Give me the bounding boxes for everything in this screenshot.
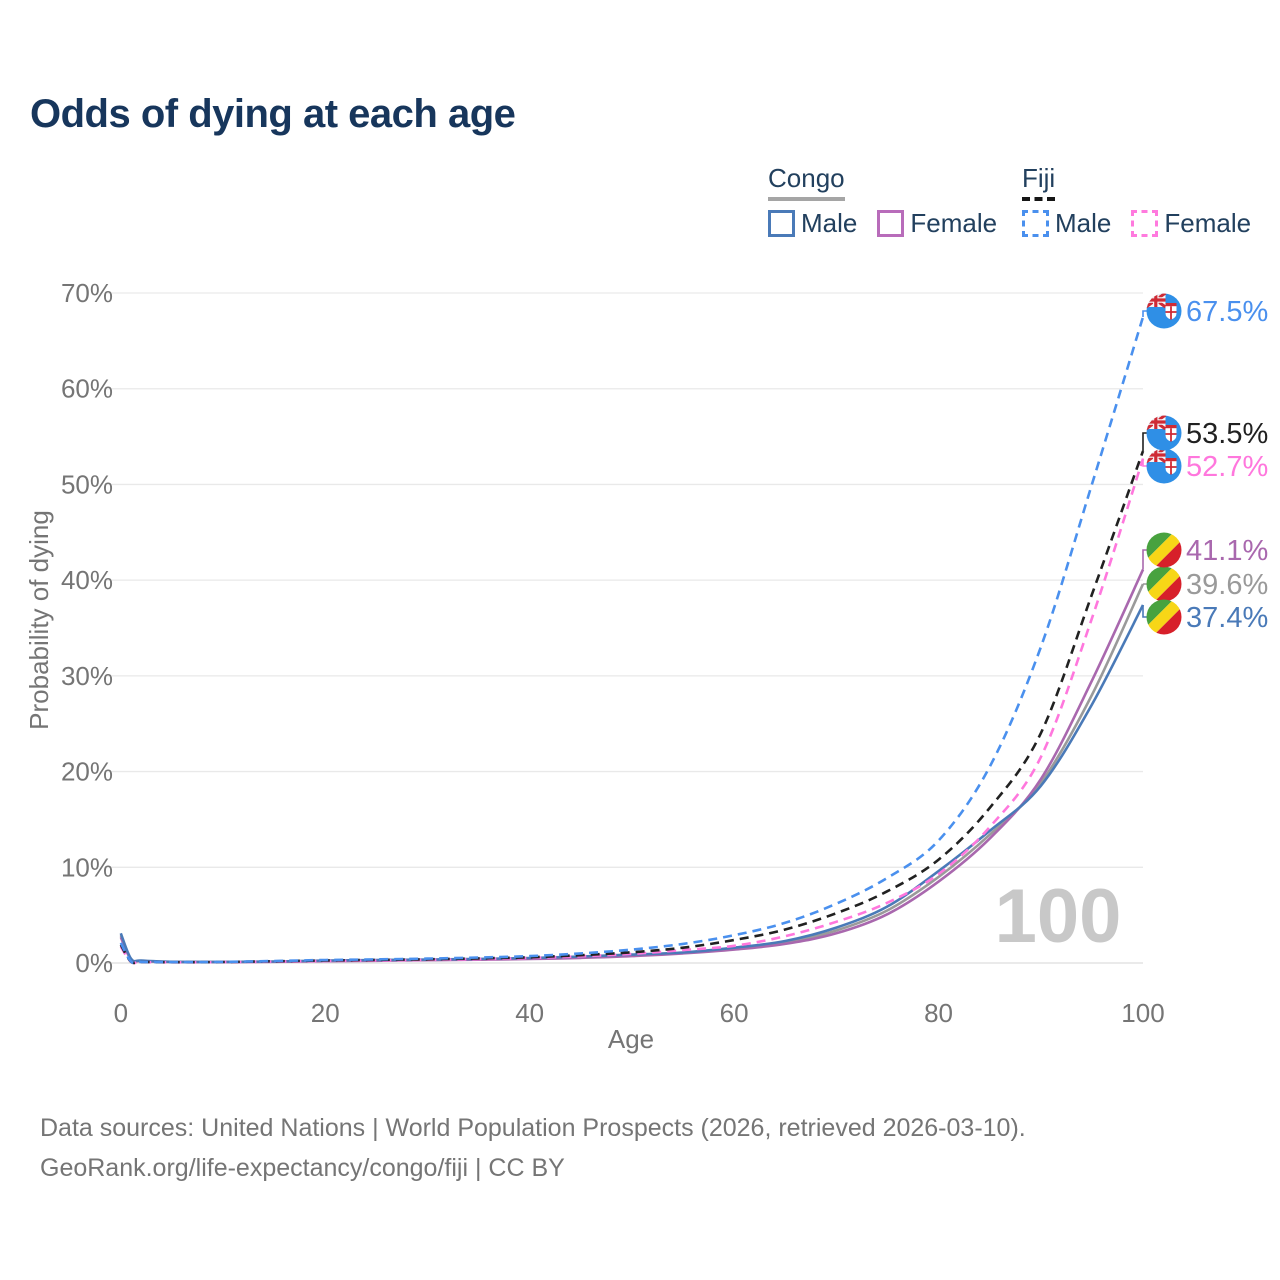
- end-value-label-fiji-male: 67.5%: [1186, 296, 1268, 328]
- congo-female-swatch-icon: [877, 210, 905, 237]
- series-line-fiji-both[interactable]: [119, 450, 1145, 965]
- series-line-congo-male[interactable]: [119, 604, 1145, 964]
- legend-item-fiji-male[interactable]: Male: [1022, 208, 1111, 239]
- end-label-connector: [1142, 310, 1148, 317]
- y-tick-label: 40%: [61, 565, 113, 595]
- fiji-flag-icon: [1146, 415, 1182, 451]
- congo-male-swatch-icon: [768, 210, 795, 237]
- congo-flag-icon: [1146, 532, 1182, 568]
- footer-link-line: GeoRank.org/life-expectancy/congo/fiji |…: [40, 1154, 565, 1182]
- x-tick-label: 60: [720, 998, 749, 1028]
- legend-country-congo: Congo: [768, 163, 845, 201]
- fiji-female-swatch-icon: [1131, 210, 1159, 237]
- y-tick-label: 30%: [61, 661, 113, 691]
- x-axis-title: Age: [608, 1024, 654, 1054]
- end-label-connector: [1142, 549, 1148, 570]
- page-title: Odds of dying at each age: [30, 92, 516, 136]
- end-value-label-congo-female: 41.1%: [1186, 535, 1268, 567]
- x-tick-label: 0: [114, 998, 128, 1028]
- y-axis-title: Probability of dying: [24, 510, 54, 730]
- fiji-flag-icon: [1146, 448, 1182, 484]
- legend-country-fiji: Fiji: [1022, 163, 1056, 201]
- series-line-fiji-male[interactable]: [119, 316, 1145, 965]
- x-tick-label: 80: [924, 998, 953, 1028]
- legend-item-label: Female: [1164, 208, 1252, 238]
- end-value-label-congo-both: 39.6%: [1186, 569, 1268, 601]
- congo-flag-icon: [1146, 566, 1182, 602]
- legend-item-label: Female: [910, 208, 998, 238]
- watermark-age: 100: [995, 874, 1122, 959]
- x-tick-label: 100: [1121, 998, 1164, 1028]
- end-label-connector: [1142, 432, 1148, 451]
- y-tick-label: 50%: [61, 469, 113, 499]
- footer-source-line: Data sources: United Nations | World Pop…: [40, 1114, 1026, 1142]
- end-value-label-fiji-both: 53.5%: [1186, 418, 1268, 450]
- legend-item-congo-female[interactable]: Female: [877, 208, 997, 239]
- y-tick-label: 20%: [61, 757, 113, 787]
- fiji-flag-icon: [1146, 293, 1182, 329]
- legend-group-fiji: Fiji Male Female: [1022, 163, 1271, 239]
- y-tick-label: 10%: [61, 852, 113, 882]
- series-line-fiji-female[interactable]: [119, 458, 1145, 965]
- x-tick-label: 20: [311, 998, 340, 1028]
- y-tick-label: 70%: [61, 278, 113, 308]
- y-tick-label: 0%: [75, 948, 113, 978]
- legend-item-label: Male: [1055, 208, 1112, 238]
- series-line-congo-both[interactable]: [119, 583, 1145, 964]
- end-value-label-fiji-female: 52.7%: [1186, 451, 1268, 483]
- end-label-connector: [1142, 458, 1148, 467]
- end-label-connector: [1142, 605, 1148, 618]
- legend-item-label: Male: [801, 208, 858, 238]
- congo-flag-icon: [1146, 599, 1182, 635]
- y-tick-label: 60%: [61, 374, 113, 404]
- legend-group-congo: Congo Male Female: [768, 163, 1017, 239]
- x-tick-label: 40: [515, 998, 544, 1028]
- end-value-label-congo-male: 37.4%: [1186, 602, 1268, 634]
- legend-item-congo-male[interactable]: Male: [768, 208, 857, 239]
- legend-item-fiji-female[interactable]: Female: [1131, 208, 1251, 239]
- fiji-male-swatch-icon: [1022, 210, 1049, 237]
